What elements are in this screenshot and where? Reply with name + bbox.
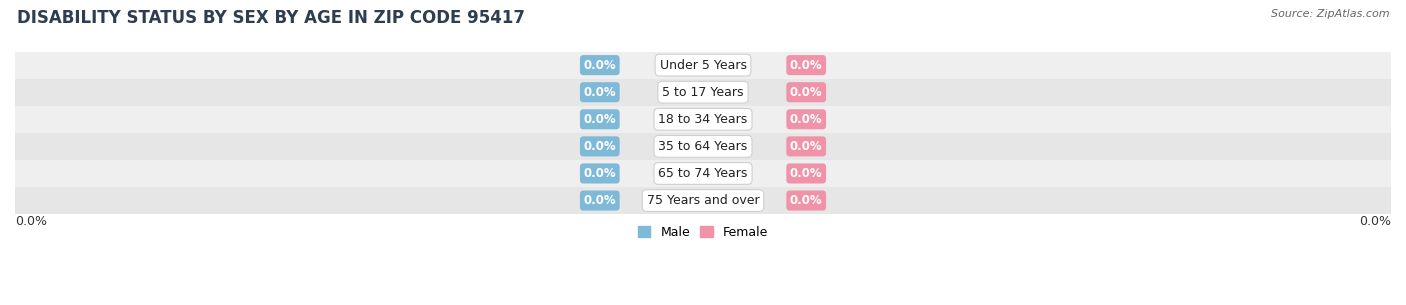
Text: 0.0%: 0.0% <box>583 113 616 126</box>
Bar <box>15 106 1391 133</box>
Text: DISABILITY STATUS BY SEX BY AGE IN ZIP CODE 95417: DISABILITY STATUS BY SEX BY AGE IN ZIP C… <box>17 9 524 27</box>
Text: Source: ZipAtlas.com: Source: ZipAtlas.com <box>1271 9 1389 19</box>
Bar <box>15 52 1391 79</box>
Text: 0.0%: 0.0% <box>583 140 616 153</box>
Text: 0.0%: 0.0% <box>1360 215 1391 228</box>
Text: 0.0%: 0.0% <box>790 194 823 207</box>
Text: 35 to 64 Years: 35 to 64 Years <box>658 140 748 153</box>
Text: 0.0%: 0.0% <box>583 86 616 99</box>
Text: 0.0%: 0.0% <box>790 167 823 180</box>
Text: 0.0%: 0.0% <box>790 86 823 99</box>
Bar <box>15 79 1391 106</box>
Bar <box>15 187 1391 214</box>
Text: 0.0%: 0.0% <box>583 194 616 207</box>
Text: 18 to 34 Years: 18 to 34 Years <box>658 113 748 126</box>
Text: Under 5 Years: Under 5 Years <box>659 59 747 72</box>
Bar <box>15 133 1391 160</box>
Text: 65 to 74 Years: 65 to 74 Years <box>658 167 748 180</box>
Text: 0.0%: 0.0% <box>790 140 823 153</box>
Text: 0.0%: 0.0% <box>583 167 616 180</box>
Text: 0.0%: 0.0% <box>15 215 46 228</box>
Legend: Male, Female: Male, Female <box>633 221 773 244</box>
Bar <box>15 160 1391 187</box>
Text: 75 Years and over: 75 Years and over <box>647 194 759 207</box>
Text: 5 to 17 Years: 5 to 17 Years <box>662 86 744 99</box>
Text: 0.0%: 0.0% <box>583 59 616 72</box>
Text: 0.0%: 0.0% <box>790 113 823 126</box>
Text: 0.0%: 0.0% <box>790 59 823 72</box>
